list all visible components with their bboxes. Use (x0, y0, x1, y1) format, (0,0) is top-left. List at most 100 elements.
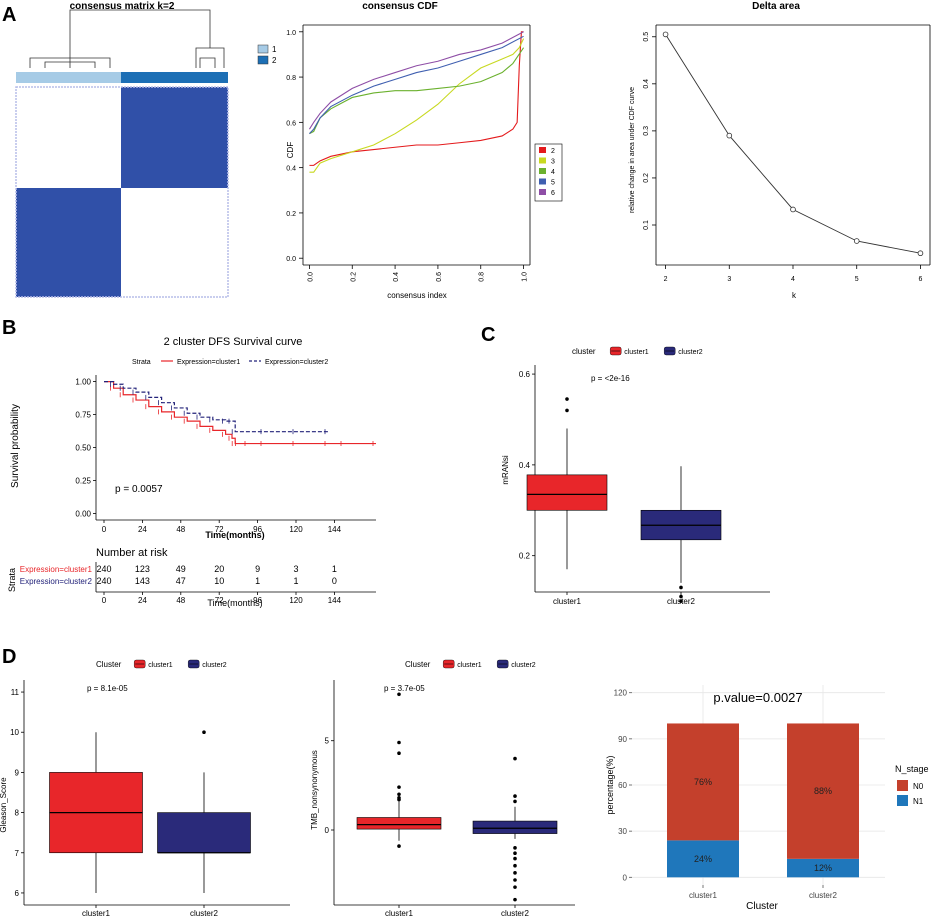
box-d1-ytick-label: 6 (15, 889, 20, 898)
cdf-legend-label-5: 5 (551, 180, 555, 187)
box-d2-box-0 (356, 817, 442, 830)
risk-xtick-label: 120 (289, 596, 303, 605)
box-c-ylabel: mRANsi (501, 455, 510, 485)
cdf-ylabel: CDF (286, 142, 295, 159)
bar-N1-cluster1 (667, 840, 739, 878)
cdf-title: consensus CDF (362, 1, 438, 12)
legend-label-1: 1 (272, 45, 277, 54)
bar-title: p.value=0.0027 (713, 690, 802, 705)
km-legend-label-1: Expression=cluster1 (177, 359, 240, 366)
bar-legend-label-N1: N1 (913, 797, 924, 806)
risk-count: 123 (135, 564, 150, 574)
box-c-xtick-label-0: cluster1 (553, 597, 582, 606)
km-ylabel: Survival probability (10, 404, 21, 488)
heatmap-border (15, 86, 229, 298)
risk-strata-label: Strata (7, 568, 17, 592)
bar-xtick-label: cluster2 (809, 891, 838, 900)
box-d1-ytick-label: 9 (15, 768, 20, 777)
box-d1-xtick-label-0: cluster1 (82, 909, 111, 918)
km-xlabel: Time(months) (205, 530, 264, 540)
box-d2-outlier-1 (513, 897, 517, 902)
bar-ytick-label: 0 (623, 873, 628, 882)
box-d2-outlier-1 (513, 794, 517, 798)
delta-ytick-label: 0.1 (643, 220, 650, 230)
risk-count: 1 (293, 576, 298, 586)
risk-xlabel: Time(months) (207, 598, 262, 608)
km-panel: 2 cluster DFS Survival curve Strata Expr… (7, 336, 376, 608)
box-d1-box-1 (157, 812, 251, 854)
n-stage-panel: 0 30 60 90 120 p.value=0.0027 24% 76% cluster1 12… (605, 685, 929, 912)
heatmap-block-0-1 (121, 87, 228, 188)
cluster-1-annotation-bar (16, 72, 121, 83)
mrnasi-panel: cluster cluster1 cluster2 0.2 0.4 0.6 mRANsi p … (501, 346, 770, 606)
km-ytick-label: 0.25 (75, 476, 91, 485)
bar-xtick-label: cluster1 (689, 891, 718, 900)
box-c-pvalue: p = <2e-16 (591, 374, 630, 383)
delta-point (726, 132, 733, 139)
cdf-legend-label-4: 4 (551, 169, 555, 176)
bar-ytick-label: 90 (618, 735, 627, 744)
cdf-ytick-label: 1.0 (286, 30, 296, 37)
box-c-outlier-1 (679, 585, 683, 590)
bar-label-N0-cluster2: 88% (814, 786, 832, 796)
box-d2-outlier-1 (513, 885, 517, 889)
box-d1-legend-label-1: cluster2 (202, 662, 227, 669)
box-d2-pvalue: p = 3.7e-05 (384, 684, 425, 693)
delta-point (662, 31, 669, 38)
risk-count: 49 (176, 564, 186, 574)
cdf-line-5 (309, 35, 524, 135)
box-d2-legend-title: Cluster (405, 660, 431, 669)
box-c-outlier-1 (679, 594, 683, 599)
box-d1-legend-title: Cluster (96, 660, 122, 669)
box-d1-ytick-label: 7 (15, 849, 20, 858)
km-strata-label: Strata (132, 359, 151, 366)
cluster-2-annotation-bar (121, 72, 228, 83)
km-xtick-label: 0 (102, 525, 107, 534)
box-c-ytick-label: 0.4 (519, 461, 531, 470)
box-c-outlier-1 (679, 599, 683, 603)
delta-point (853, 238, 860, 244)
delta-xtick-label: 5 (855, 276, 859, 283)
delta-xtick-label: 2 (664, 276, 668, 283)
cdf-legend-label-3: 3 (551, 159, 555, 166)
km-xtick-label: 120 (289, 525, 303, 534)
box-d1-xtick-label-1: cluster2 (190, 909, 219, 918)
box-c-legend-title: cluster (572, 347, 596, 356)
box-c-legend-label-1: cluster2 (678, 349, 703, 356)
risk-count: 240 (96, 564, 111, 574)
delta-line (665, 34, 921, 254)
box-d2-outlier-0 (397, 792, 401, 797)
cdf-ytick-label: 0.0 (286, 256, 296, 263)
km-pvalue: p = 0.0057 (115, 484, 163, 495)
box-d2-outlier-1 (513, 863, 517, 868)
risk-count: 0 (332, 576, 337, 586)
box-d2-outlier-0 (397, 844, 401, 848)
cdf-ytick-label: 0.4 (286, 166, 296, 173)
box-c-box-0 (526, 474, 608, 511)
risk-count: 3 (293, 564, 298, 574)
delta-xtick-label: 6 (918, 276, 922, 283)
box-d2-outlier-1 (513, 756, 517, 761)
box-d1-ylabel: Gleason_Score (0, 777, 8, 833)
box-d2-outlier-1 (513, 856, 517, 861)
bar-legend-title: N_stage (895, 764, 929, 774)
risk-xtick-label: 144 (328, 596, 342, 605)
risk-count: 1 (255, 576, 260, 586)
bar-N0-cluster2 (787, 723, 859, 859)
bar-legend-swatch-N1 (897, 795, 908, 806)
risk-count: 10 (214, 576, 224, 586)
cdf-xtick-label: 0.6 (436, 272, 443, 282)
delta-xtick-label: 4 (791, 276, 795, 283)
box-d2-outlier-1 (513, 871, 517, 875)
consensus-cdf-panel: consensus CDF 0.0 0.2 0.4 0.6 0.8 1.0 0.0 0.2 0.… (286, 1, 563, 300)
box-d2-xtick-label-0: cluster1 (385, 909, 414, 918)
km-xtick-label: 144 (328, 525, 342, 534)
cdf-legend-label-2: 2 (551, 148, 555, 155)
cdf-xtick-label: 0.2 (350, 272, 357, 282)
cdf-legend-swatch-2 (539, 147, 546, 153)
delta-title: Delta area (752, 1, 800, 12)
bar-legend-swatch-N0 (897, 780, 908, 791)
box-d2-outlier-0 (397, 751, 401, 756)
delta-ytick-label: 0.2 (643, 173, 650, 183)
heatmap-block-1-1 (121, 188, 228, 297)
